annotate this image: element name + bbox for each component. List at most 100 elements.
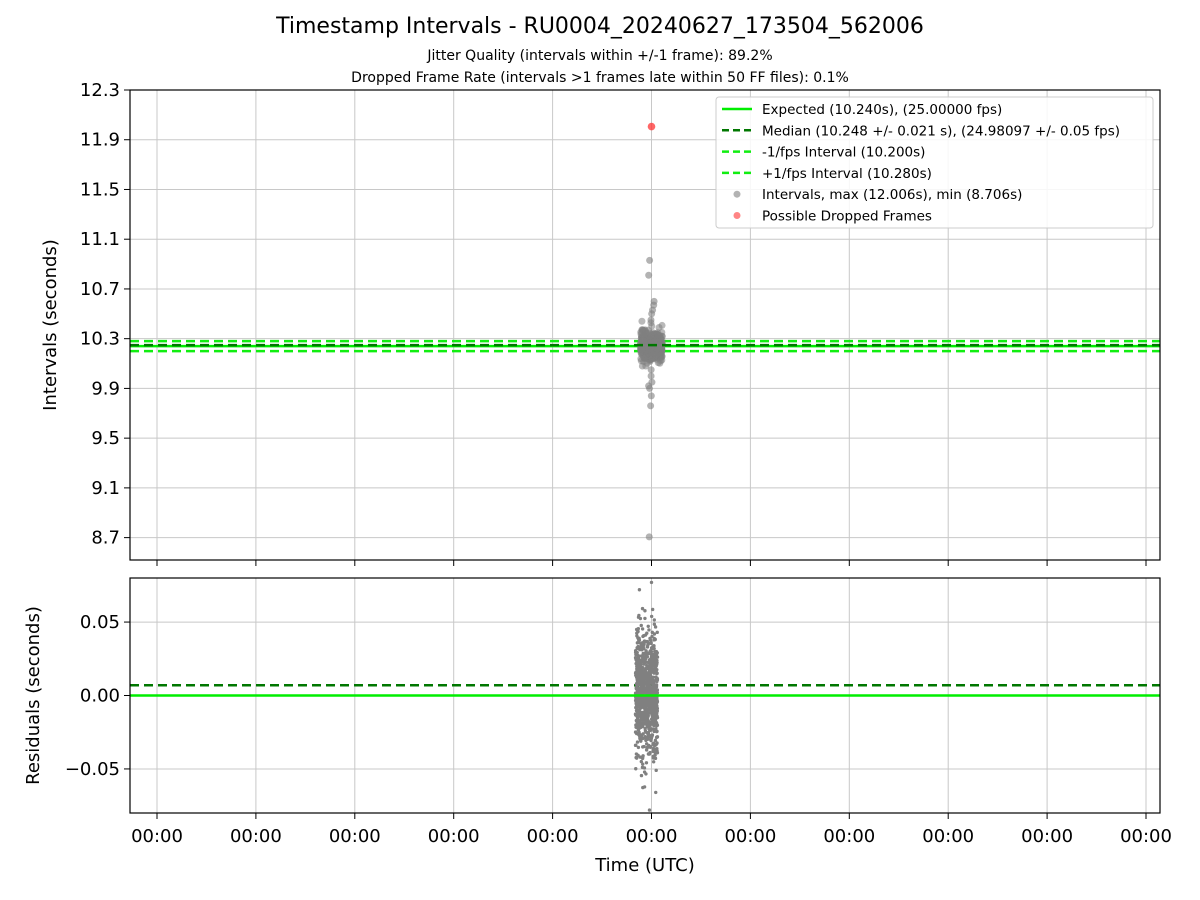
residual-point xyxy=(652,656,656,661)
residual-point xyxy=(651,683,656,687)
bottom-ylabel: Residuals (seconds) xyxy=(23,606,44,785)
residual-point xyxy=(640,765,645,770)
residual-point xyxy=(637,654,641,659)
residual-point xyxy=(639,721,643,725)
residual-point xyxy=(648,727,652,731)
residual-point xyxy=(649,641,653,646)
top-ytick-label: 9.5 xyxy=(91,428,120,449)
residual-point xyxy=(640,606,645,611)
residual-point xyxy=(645,704,649,708)
residual-point xyxy=(647,628,651,632)
interval-point xyxy=(647,316,655,324)
residual-point xyxy=(639,716,643,720)
bottom-ytick-label: 0.05 xyxy=(80,612,120,633)
residual-point xyxy=(641,745,645,749)
residual-point xyxy=(635,631,639,635)
residual-point xyxy=(635,708,639,712)
residual-point xyxy=(634,651,639,656)
top-axes-frame xyxy=(129,89,1161,561)
residual-point xyxy=(640,648,644,652)
residual-point xyxy=(651,678,656,683)
residual-point xyxy=(646,642,651,646)
residual-point xyxy=(635,683,640,687)
top-ytick-label: 12.3 xyxy=(80,80,120,101)
top-ytick-label: 11.9 xyxy=(80,130,120,151)
residual-point xyxy=(649,699,654,703)
residual-point xyxy=(652,622,657,626)
residual-point xyxy=(653,756,658,761)
residual-point xyxy=(646,679,650,684)
residual-point xyxy=(652,632,657,636)
legend-entry: Intervals, max (12.006s), min (8.706s) xyxy=(762,187,1022,203)
top-ylabel: Intervals (seconds) xyxy=(40,239,61,411)
residual-point xyxy=(642,651,647,656)
residual-point xyxy=(639,739,643,743)
interval-point xyxy=(642,362,650,370)
residual-point xyxy=(651,705,656,709)
residual-point xyxy=(640,677,644,682)
xtick-label: 00:00 xyxy=(329,826,381,847)
interval-point xyxy=(645,271,653,279)
residual-point xyxy=(654,661,658,666)
residual-point xyxy=(648,677,652,681)
residual-point xyxy=(638,682,643,686)
interval-point xyxy=(647,402,655,410)
interval-point xyxy=(652,351,660,359)
residual-point xyxy=(654,743,658,747)
residual-point xyxy=(647,667,651,671)
residual-point xyxy=(649,580,654,585)
residual-point xyxy=(640,627,645,631)
residual-point xyxy=(654,768,658,773)
residual-point xyxy=(655,676,659,680)
residual-point xyxy=(648,696,653,701)
interval-point xyxy=(648,330,656,338)
residual-point xyxy=(649,614,654,619)
residual-point xyxy=(641,634,645,639)
residual-point xyxy=(642,688,647,693)
residual-point xyxy=(638,672,642,676)
residual-point xyxy=(651,660,655,664)
residual-point xyxy=(634,656,639,661)
xtick-label: 00:00 xyxy=(724,826,776,847)
residual-point xyxy=(646,713,650,717)
interval-point xyxy=(638,317,646,325)
legend-entry: -1/fps Interval (10.200s) xyxy=(762,145,925,161)
residual-point xyxy=(647,686,651,691)
residual-point xyxy=(634,670,638,674)
residual-point xyxy=(651,760,656,764)
xtick-label: 00:00 xyxy=(527,826,579,847)
residual-point xyxy=(649,736,654,741)
jitter-quality-subtitle: Jitter Quality (intervals within +/-1 fr… xyxy=(427,48,773,64)
residual-point xyxy=(651,747,656,751)
residual-point xyxy=(654,702,658,706)
residual-point xyxy=(634,743,638,747)
residual-point xyxy=(652,618,657,622)
residual-point xyxy=(645,663,649,668)
top-ytick-label: 9.9 xyxy=(91,378,120,399)
interval-point xyxy=(647,392,655,400)
residual-point xyxy=(644,649,648,653)
residual-point xyxy=(653,637,657,642)
residual-point xyxy=(636,701,640,706)
xlabel: Time (UTC) xyxy=(594,855,695,876)
residual-point xyxy=(651,742,655,747)
residual-point xyxy=(641,732,645,736)
residual-point xyxy=(653,750,658,755)
residual-point xyxy=(635,740,640,744)
residual-point xyxy=(647,808,652,812)
intervals-panel: 8.7 9.1 9.5 9.9 10.3 10.7 11.1 11.5 11.9 12.3 Inte… xyxy=(40,80,1161,566)
residual-point xyxy=(635,719,639,724)
residual-point xyxy=(643,736,647,740)
residual-point xyxy=(654,790,658,795)
residual-point xyxy=(634,767,638,771)
residual-point xyxy=(636,686,641,690)
residual-point xyxy=(653,625,658,629)
residual-point xyxy=(642,662,646,666)
residual-point xyxy=(642,785,647,789)
interval-point xyxy=(638,328,646,336)
xtick-label: 00:00 xyxy=(626,826,678,847)
residual-point xyxy=(646,722,651,726)
residual-point xyxy=(639,644,643,648)
residual-point xyxy=(644,639,649,644)
